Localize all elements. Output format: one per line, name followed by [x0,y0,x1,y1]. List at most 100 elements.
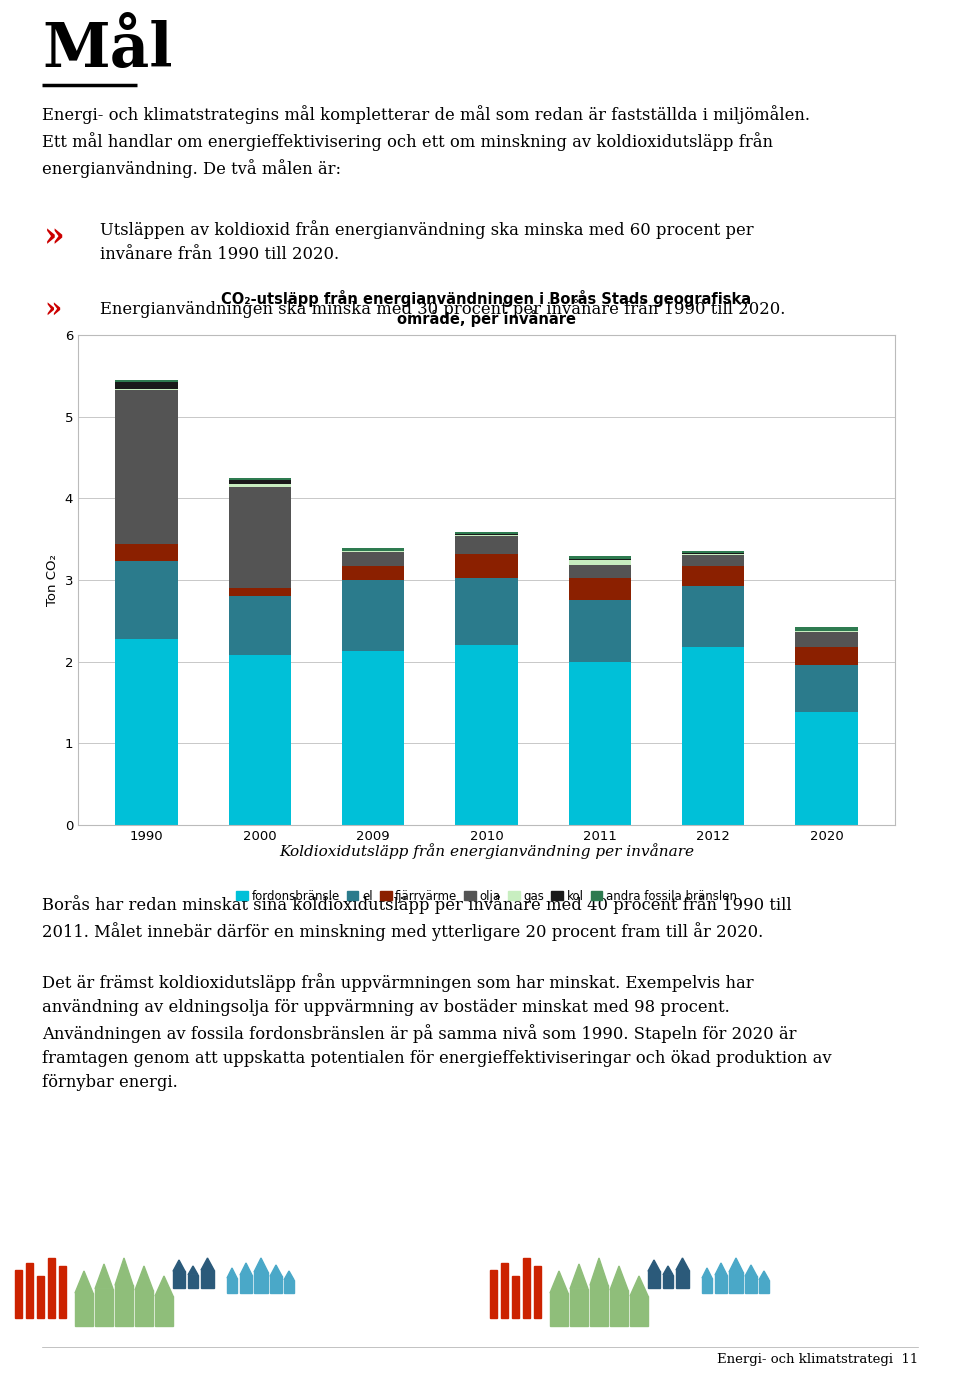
Polygon shape [745,1265,757,1276]
Bar [568,565,631,578]
Bar [501,1263,508,1318]
Bar [115,390,178,545]
Polygon shape [648,1260,660,1271]
Bar [568,578,631,600]
Bar [227,1278,237,1294]
Bar [228,589,291,596]
Bar [683,586,744,647]
Bar [683,550,744,553]
Bar [342,547,404,550]
Bar [115,561,178,638]
Polygon shape [570,1265,588,1289]
Bar [115,382,178,389]
Bar [95,1289,113,1327]
Bar [796,665,858,713]
Bar [455,578,517,645]
Polygon shape [702,1269,712,1278]
Bar [188,1274,198,1288]
Bar [284,1280,294,1294]
Bar [683,647,744,825]
Bar [568,600,631,662]
Title: CO₂-utsläpp från energianvändningen i Borås Stads geografiska
område, per invåna: CO₂-utsläpp från energianvändningen i Bo… [222,290,752,327]
Polygon shape [188,1266,198,1274]
Bar [455,554,517,578]
Polygon shape [270,1265,282,1276]
Bar [676,1270,689,1288]
Bar [796,713,858,825]
Bar [490,1270,497,1318]
Text: Utsläppen av koldioxid från energianvändning ska minska med 60 procent per
invån: Utsläppen av koldioxid från energianvänd… [100,221,754,263]
Bar [228,480,291,484]
Bar [455,645,517,825]
Text: Energi- och klimatstrategins mål kompletterar de mål som redan är fastställda i : Energi- och klimatstrategins mål komplet… [42,105,810,178]
Bar [568,560,631,565]
Bar [228,484,291,487]
Bar [48,1258,55,1318]
Polygon shape [729,1258,743,1271]
Bar [683,554,744,567]
Bar [115,1285,133,1327]
Polygon shape [115,1258,133,1285]
Bar [155,1296,173,1327]
Bar [570,1289,588,1327]
Bar [534,1266,541,1318]
Polygon shape [550,1271,568,1294]
Polygon shape [284,1271,294,1280]
Bar [59,1266,66,1318]
Bar [228,479,291,480]
Bar [75,1294,93,1327]
Bar [759,1280,769,1294]
Bar [568,556,631,558]
Text: Energianvändningen ska minska med 30 procent per invånare från 1990 till 2020.: Energianvändningen ska minska med 30 pro… [100,299,785,319]
Polygon shape [630,1276,648,1296]
Text: »: » [44,296,61,323]
Bar [115,638,178,825]
Polygon shape [95,1265,113,1289]
Polygon shape [254,1258,268,1271]
Text: »: » [44,221,65,252]
Text: Borås har redan minskat sina koldioxidutsläpp per invånare med 40 procent från 1: Borås har redan minskat sina koldioxidut… [42,895,792,940]
Bar [173,1271,185,1288]
Bar [228,596,291,655]
Bar [240,1276,252,1294]
Bar [523,1258,530,1318]
Bar [512,1276,519,1318]
Polygon shape [75,1271,93,1294]
Text: Energi- och klimatstrategi  11: Energi- och klimatstrategi 11 [717,1353,918,1367]
Bar [37,1276,44,1318]
Polygon shape [240,1263,252,1276]
Text: Koldioxidutsläpp från energianvändning per invånare: Koldioxidutsläpp från energianvändning p… [279,843,694,859]
Bar [796,627,858,630]
Polygon shape [715,1263,727,1276]
Bar [115,381,178,382]
Bar [228,487,291,589]
Polygon shape [610,1266,628,1289]
Text: Mål: Mål [42,21,173,80]
Text: Det är främst koldioxidutsläpp från uppvärmningen som har minskat. Exempelvis ha: Det är främst koldioxidutsläpp från uppv… [42,974,831,1091]
Polygon shape [663,1266,673,1274]
Bar [115,545,178,561]
Bar [135,1289,153,1327]
Polygon shape [135,1266,153,1289]
Bar [455,536,517,554]
Bar [342,552,404,567]
Bar [342,651,404,825]
Bar [270,1276,282,1294]
Bar [729,1271,743,1294]
Bar [610,1289,628,1327]
Bar [796,647,858,665]
Bar [26,1263,33,1318]
Bar [550,1294,568,1327]
Bar [702,1278,712,1294]
Polygon shape [676,1258,689,1270]
Polygon shape [227,1269,237,1278]
Bar [201,1270,214,1288]
Bar [715,1276,727,1294]
Bar [342,581,404,651]
Polygon shape [759,1271,769,1280]
Bar [648,1271,660,1288]
Bar [796,632,858,647]
Bar [683,567,744,586]
Legend: fordonsbränsle, el, fjärrvärme, olja, gas, kol, andra fossila bränslen: fordonsbränsle, el, fjärrvärme, olja, ga… [231,885,742,907]
Polygon shape [201,1258,214,1270]
